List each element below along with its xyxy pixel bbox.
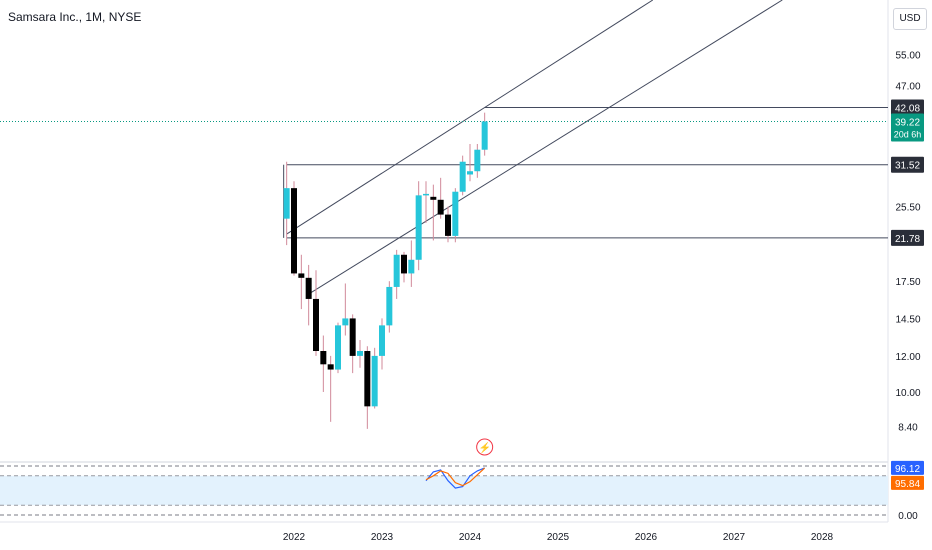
level-price-label-bg bbox=[891, 229, 924, 246]
y-tick-label: 10.00 bbox=[895, 388, 920, 399]
event-marker-glyph: ⚡ bbox=[478, 441, 490, 454]
candle-body bbox=[298, 273, 305, 278]
candle-body bbox=[423, 193, 429, 196]
level-price-label-bg bbox=[891, 156, 924, 173]
candle-body bbox=[335, 325, 341, 370]
y-tick-label: 8.40 bbox=[898, 423, 918, 434]
candle-body bbox=[291, 188, 297, 274]
stoch-k-line bbox=[425, 467, 485, 489]
x-tick-label: 2023 bbox=[371, 532, 394, 543]
candle-body bbox=[401, 254, 407, 274]
candle-body bbox=[342, 318, 349, 326]
currency-button[interactable]: USD bbox=[893, 8, 927, 30]
y-tick-label: 14.50 bbox=[895, 314, 920, 325]
candle-body bbox=[320, 351, 327, 365]
y-tick-label: 12.00 bbox=[895, 352, 920, 363]
candle-body bbox=[379, 325, 385, 356]
candle-body bbox=[452, 191, 459, 236]
candle-body bbox=[430, 196, 437, 200]
x-tick-label: 2024 bbox=[459, 532, 482, 543]
candle-body bbox=[415, 195, 422, 260]
candle-body bbox=[437, 199, 444, 215]
level-price-label: 42.08 bbox=[895, 104, 920, 115]
oscillator-y-tick-label: 0.00 bbox=[898, 511, 918, 522]
level-price-label: 21.78 bbox=[895, 234, 920, 245]
x-tick-label: 2027 bbox=[723, 532, 746, 543]
stoch-d-line bbox=[425, 467, 486, 487]
stoch-k-label-bg bbox=[891, 460, 924, 475]
candle-body bbox=[283, 188, 290, 219]
stoch-d-label-bg bbox=[891, 475, 924, 490]
candle-body bbox=[313, 298, 319, 352]
candle-body bbox=[364, 351, 371, 407]
current-price-label: 39.22 bbox=[895, 117, 920, 128]
x-tick-label: 2022 bbox=[283, 532, 306, 543]
candle-body bbox=[445, 214, 451, 236]
current-price-label-bg bbox=[891, 113, 924, 142]
x-tick-label: 2028 bbox=[811, 532, 834, 543]
bar-countdown-label: 20d 6h bbox=[894, 129, 922, 139]
x-tick-label: 2025 bbox=[547, 532, 570, 543]
y-tick-label: 17.50 bbox=[895, 277, 920, 288]
trend-line bbox=[308, 0, 783, 295]
level-price-label: 31.52 bbox=[895, 161, 920, 172]
chart-title: Samsara Inc., 1M, NYSE bbox=[8, 10, 142, 24]
stoch-k-label: 96.12 bbox=[895, 464, 920, 475]
candle-body bbox=[393, 254, 400, 287]
candle-body bbox=[481, 121, 488, 150]
x-tick-label: 2026 bbox=[635, 532, 658, 543]
oscillator-band bbox=[0, 475, 888, 506]
candle-body bbox=[459, 161, 466, 192]
candle-body bbox=[474, 149, 481, 172]
y-tick-label: 25.50 bbox=[895, 203, 920, 214]
candle-body bbox=[408, 259, 415, 274]
trend-line bbox=[286, 0, 654, 235]
candle-body bbox=[386, 286, 393, 326]
candle-body bbox=[371, 355, 378, 407]
candle-body bbox=[327, 364, 334, 370]
candle-body bbox=[467, 171, 473, 175]
candle-body bbox=[357, 351, 363, 356]
y-tick-label: 47.00 bbox=[895, 82, 920, 93]
candle-body bbox=[305, 277, 312, 299]
candle-body bbox=[349, 318, 356, 356]
event-marker-icon bbox=[476, 438, 494, 456]
stoch-d-label: 95.84 bbox=[895, 479, 920, 490]
y-tick-label: 55.00 bbox=[895, 51, 920, 62]
level-price-label-bg bbox=[891, 99, 924, 116]
